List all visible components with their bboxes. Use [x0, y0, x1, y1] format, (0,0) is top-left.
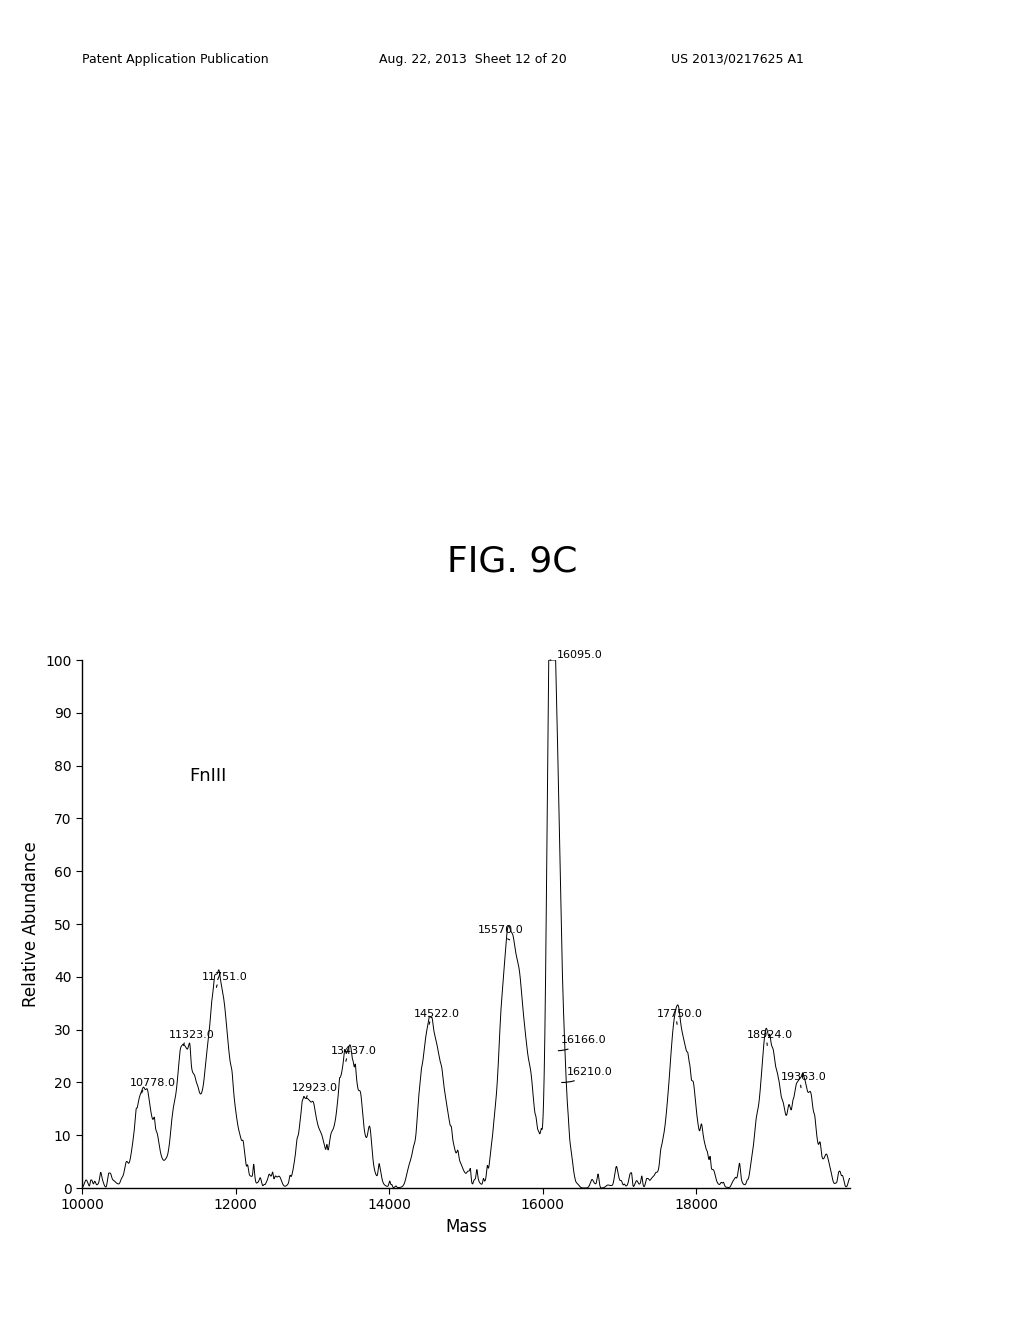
Text: 11751.0: 11751.0	[202, 972, 248, 987]
Text: 10778.0: 10778.0	[130, 1077, 175, 1093]
Text: FIG. 9C: FIG. 9C	[446, 544, 578, 578]
Text: Aug. 22, 2013  Sheet 12 of 20: Aug. 22, 2013 Sheet 12 of 20	[379, 53, 566, 66]
Text: 13437.0: 13437.0	[331, 1045, 377, 1061]
Text: 16095.0: 16095.0	[550, 649, 602, 660]
Text: 16210.0: 16210.0	[561, 1067, 613, 1082]
X-axis label: Mass: Mass	[444, 1218, 487, 1236]
Text: 11323.0: 11323.0	[169, 1030, 214, 1045]
Text: FnIII: FnIII	[189, 767, 226, 785]
Text: 14522.0: 14522.0	[414, 1008, 460, 1024]
Text: 19363.0: 19363.0	[781, 1072, 826, 1088]
Text: US 2013/0217625 A1: US 2013/0217625 A1	[671, 53, 804, 66]
Text: 17750.0: 17750.0	[656, 1008, 702, 1024]
Y-axis label: Relative Abundance: Relative Abundance	[22, 841, 40, 1007]
Text: 16166.0: 16166.0	[558, 1035, 606, 1051]
Text: 18924.0: 18924.0	[748, 1030, 794, 1045]
Text: 12923.0: 12923.0	[292, 1082, 338, 1098]
Text: 15570.0: 15570.0	[477, 924, 523, 940]
Text: Patent Application Publication: Patent Application Publication	[82, 53, 268, 66]
